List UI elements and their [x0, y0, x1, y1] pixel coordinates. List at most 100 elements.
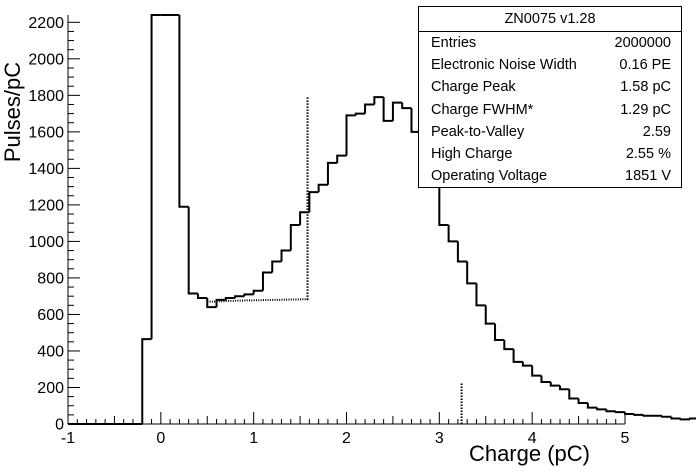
- histogram-bin: [549, 382, 561, 387]
- stats-rows: Entries 2000000 Electronic Noise Width 0.16…: [419, 32, 681, 187]
- histogram-bin: [484, 305, 496, 325]
- histogram-bin: [624, 412, 635, 415]
- histogram-bin: [410, 108, 421, 133]
- histogram-bin: [308, 191, 319, 213]
- y-tick-label: 600: [37, 307, 64, 324]
- histogram-bin: [252, 289, 263, 295]
- y-axis-title: Pulses/pC: [0, 62, 25, 162]
- histogram-bin: [354, 112, 366, 116]
- histogram-bin: [141, 338, 152, 424]
- histogram-bin: [289, 223, 301, 251]
- histogram-bin: [475, 283, 486, 307]
- histogram-bin: [512, 349, 523, 363]
- stats-box: ZN0075 v1.28 Entries 2000000 Electronic No…: [418, 6, 682, 188]
- histogram-bin: [586, 403, 598, 409]
- stats-label: Peak-to-Valley: [431, 123, 525, 140]
- histogram-bin: [196, 293, 208, 300]
- stats-value: 2.55 %: [625, 145, 671, 162]
- y-tick-label: 1000: [28, 234, 64, 251]
- stats-row: Electronic Noise Width 0.16 PE: [419, 54, 681, 76]
- histogram-bin: [215, 298, 226, 308]
- histogram-bin: [150, 14, 161, 340]
- y-tick-label: 1200: [28, 197, 64, 214]
- y-tick-label: 400: [37, 343, 64, 360]
- x-tick-label: 3: [435, 430, 444, 447]
- histogram-bin: [280, 249, 291, 262]
- histogram-bin: [234, 295, 245, 299]
- histogram-bin: [568, 389, 579, 400]
- histogram-bin: [261, 271, 273, 291]
- y-tick-label: 200: [37, 380, 64, 397]
- x-tick-label: 4: [528, 430, 537, 447]
- stats-row: Charge Peak 1.58 pC: [419, 76, 681, 98]
- histogram-bin: [364, 103, 375, 114]
- histogram-bin: [577, 398, 588, 405]
- stats-row: Operating Voltage 1851 V: [419, 165, 681, 187]
- histogram-bin: [466, 261, 477, 285]
- y-tick-label: 1600: [28, 124, 64, 141]
- y-tick-label: 0: [55, 417, 64, 434]
- data-layer: [68, 14, 696, 425]
- stats-value: 1.58 pC: [620, 79, 671, 96]
- histogram-bin: [447, 224, 458, 243]
- histogram-bin: [382, 97, 393, 122]
- histogram-bin: [503, 340, 514, 351]
- x-tick-label: 5: [621, 430, 630, 447]
- histogram-bin: [521, 361, 533, 367]
- histogram-bin: [605, 409, 616, 413]
- histogram-bin: [224, 297, 236, 300]
- stats-value: 1.29 pC: [620, 101, 671, 118]
- stats-value: 2000000: [614, 35, 671, 51]
- histogram-bin: [614, 411, 625, 414]
- stats-label: Operating Voltage: [431, 168, 548, 185]
- histogram-bin: [559, 385, 570, 391]
- histogram-bin: [456, 241, 468, 263]
- stats-label: Electronic Noise Width: [431, 57, 577, 74]
- histogram-bin: [661, 415, 672, 418]
- stats-value: 2.59: [642, 123, 671, 140]
- stats-value: 1851 V: [625, 168, 671, 185]
- histogram-bin: [317, 183, 328, 193]
- x-tick-label: 1: [249, 430, 258, 447]
- stats-row: Entries 2000000: [419, 32, 681, 54]
- stats-label: Entries: [431, 35, 477, 51]
- stats-row: Charge FWHM* 1.29 pC: [419, 99, 681, 121]
- histogram-bin: [187, 206, 198, 295]
- histogram-bin: [391, 101, 403, 121]
- histogram-bin: [401, 102, 412, 110]
- histogram-bin: [531, 365, 542, 377]
- stats-row: Peak-to-Valley 2.59: [419, 121, 681, 143]
- x-axis-title: Charge (pC): [469, 441, 590, 466]
- histogram-bin: [345, 114, 356, 156]
- histogram-bin: [633, 413, 644, 416]
- stats-title: ZN0075 v1.28: [419, 7, 681, 32]
- stats-label: Charge FWHM*: [431, 101, 534, 118]
- histogram-bin: [596, 407, 607, 411]
- y-tick-label: 1400: [28, 161, 64, 178]
- stats-label: High Charge: [431, 145, 513, 162]
- y-tick-label: 800: [37, 270, 64, 287]
- histogram-bin: [373, 96, 384, 105]
- histogram-bin: [540, 375, 551, 384]
- histogram-bin: [679, 418, 690, 421]
- histogram-bin: [670, 416, 681, 420]
- histogram-bin: [206, 298, 217, 309]
- stats-label: Charge Peak: [431, 79, 516, 96]
- x-tick-label: 0: [156, 430, 165, 447]
- stats-value: 0.16 PE: [619, 57, 671, 74]
- histogram-bin: [243, 293, 254, 297]
- histogram-bin: [494, 323, 505, 342]
- histogram-bin: [178, 15, 189, 208]
- histogram-bin: [336, 154, 347, 163]
- y-tick-label: 1800: [28, 88, 64, 105]
- stats-row: High Charge 2.55 %: [419, 143, 681, 165]
- x-tick-label: -1: [61, 430, 75, 447]
- histogram-bin: [299, 211, 310, 225]
- histogram-bin: [271, 260, 282, 273]
- histogram-bin: [642, 414, 653, 417]
- histogram-bin: [326, 161, 338, 185]
- axes-layer: -1 0 1 2 3 4 502004006008001000120014001600180…: [28, 15, 629, 447]
- y-tick-label: 2200: [28, 15, 64, 32]
- histogram-bin: [688, 417, 696, 420]
- histogram-bin: [438, 182, 449, 226]
